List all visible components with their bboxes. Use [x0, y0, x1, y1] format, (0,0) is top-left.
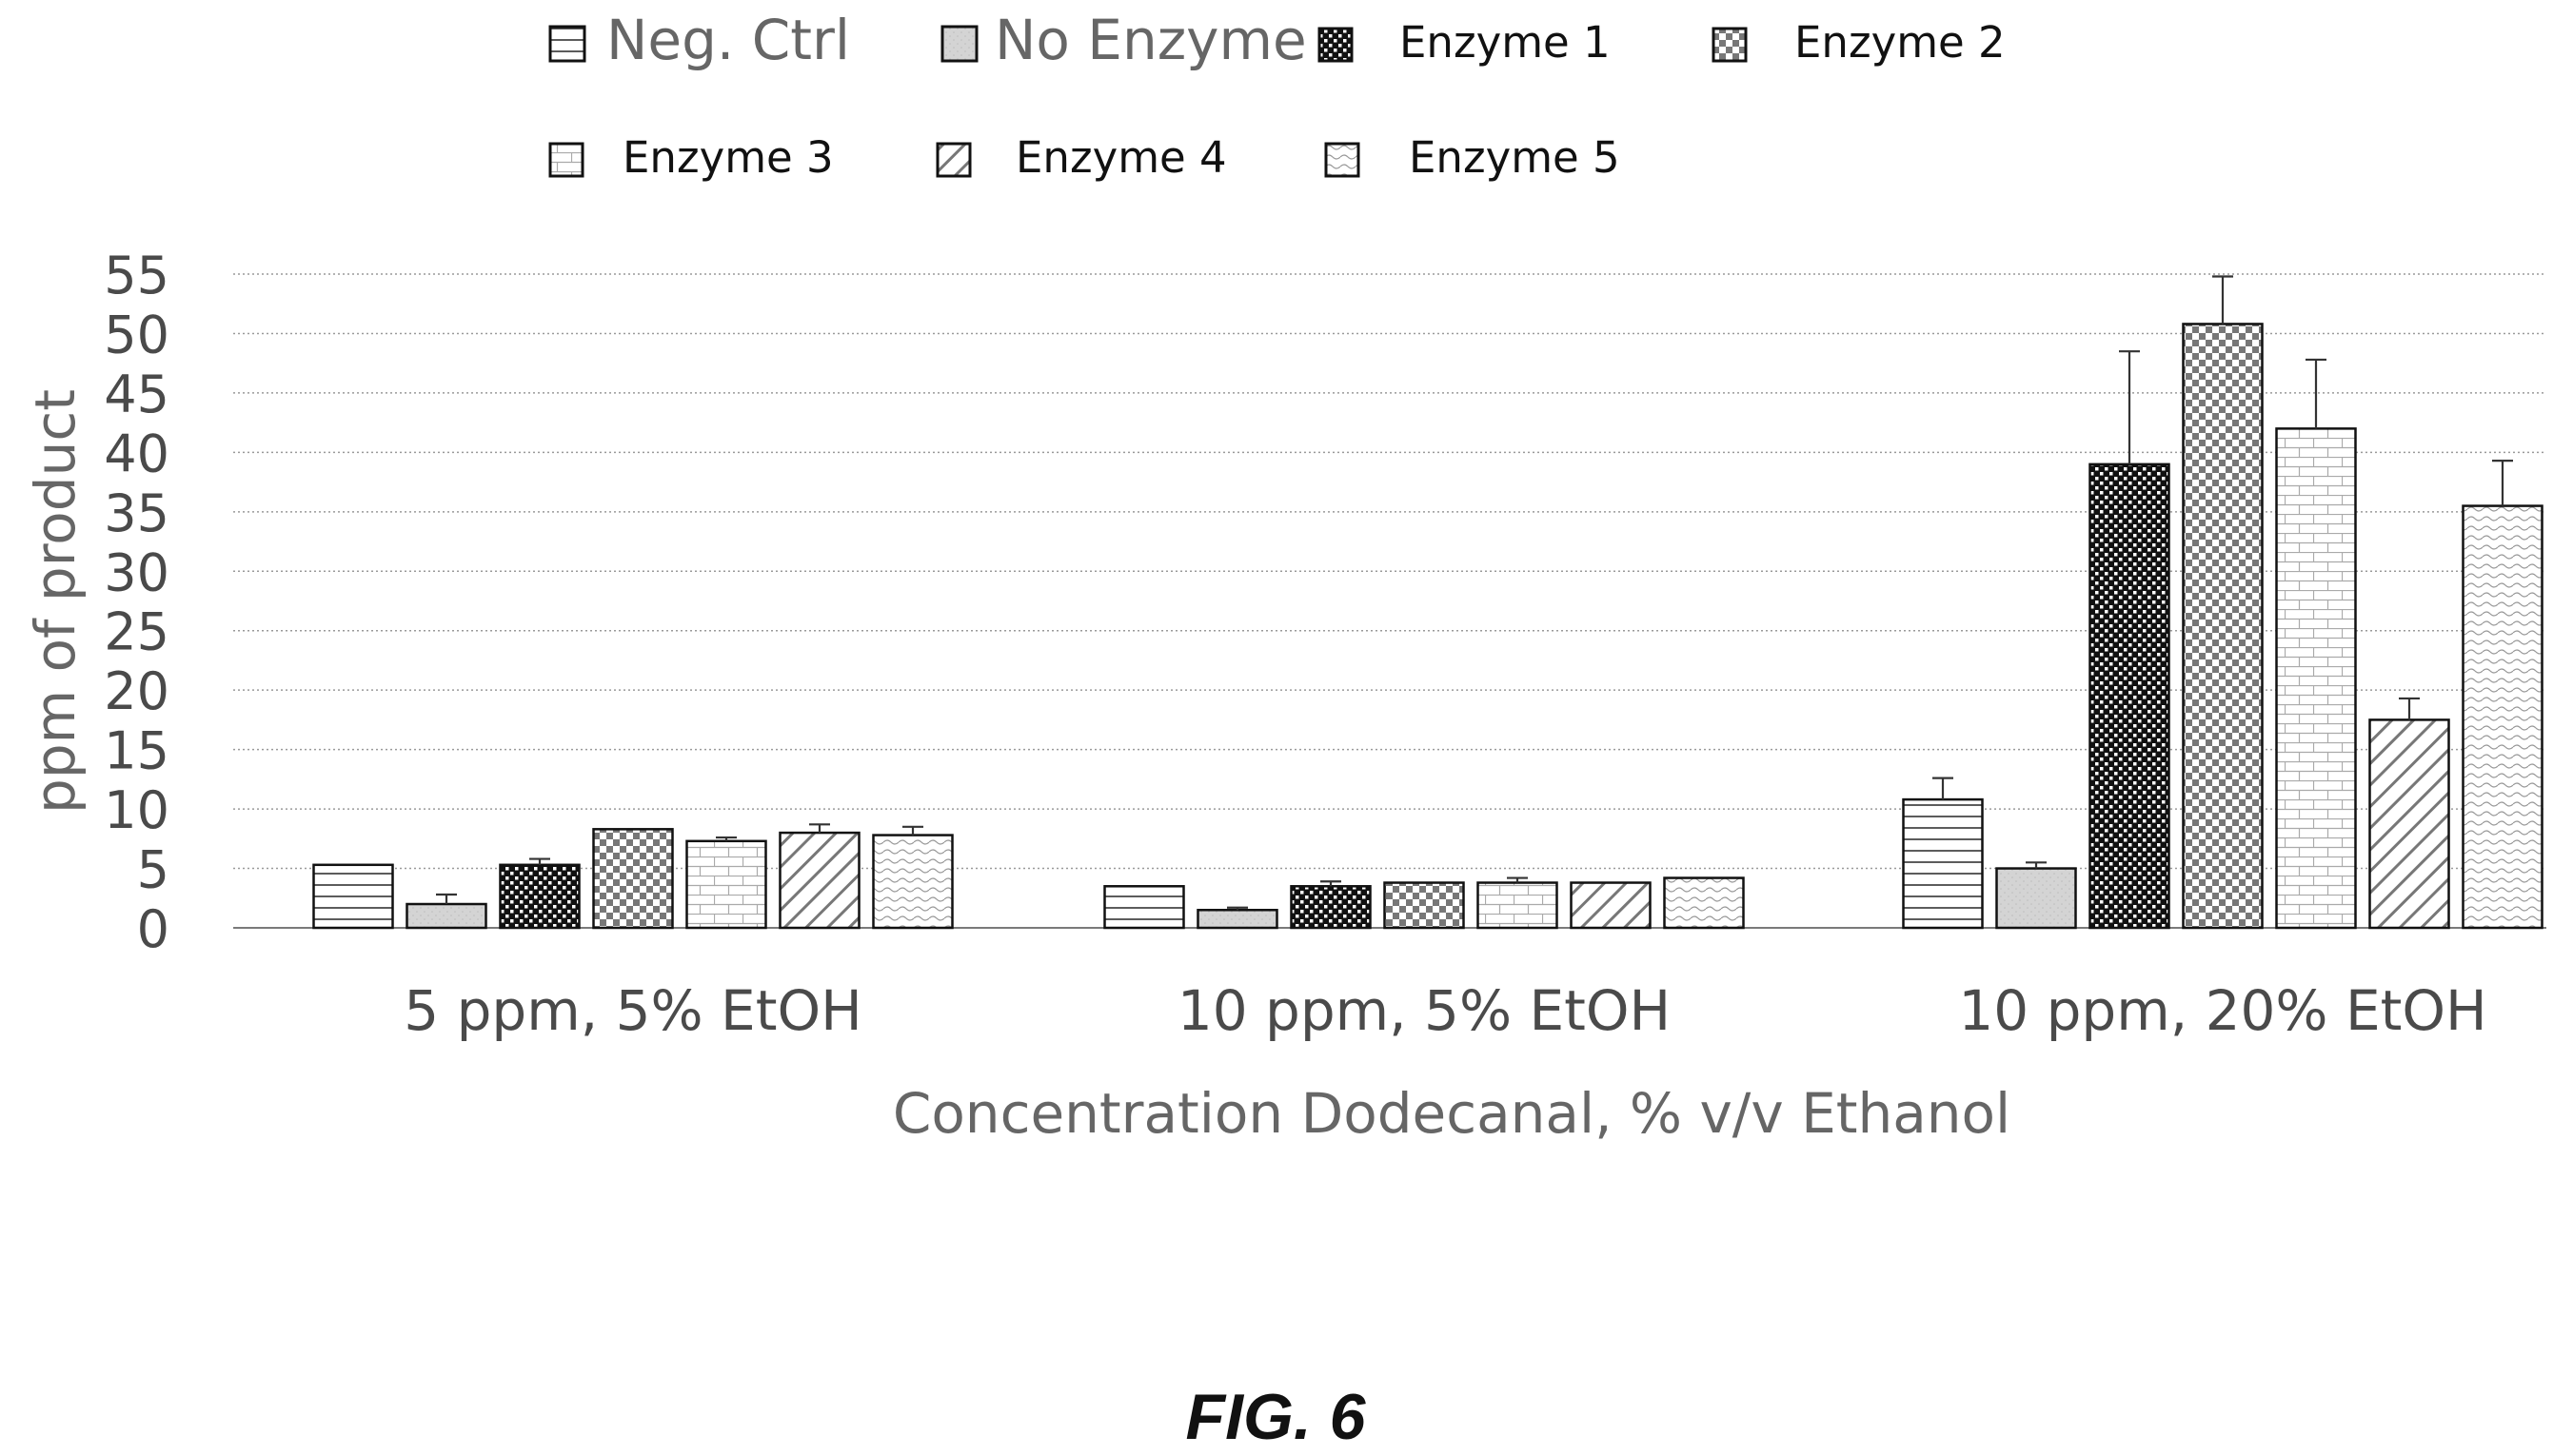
bar-no-enzyme-0 — [406, 902, 487, 930]
error-bar-enzyme-5-0 — [902, 825, 923, 836]
y-tick-label: 15 — [104, 721, 169, 781]
y-tick-label: 10 — [104, 780, 169, 840]
x-category-label: 5 ppm, 5% EtOH — [404, 978, 861, 1043]
legend-item-enzyme-5: Enzyme 5 — [1324, 132, 1620, 183]
error-bar-enzyme-2-2 — [2212, 275, 2233, 325]
error-bar-enzyme-1-2 — [2119, 350, 2140, 464]
error-bar-enzyme-5-2 — [2492, 460, 2513, 506]
error-bar-no-enzyme-2 — [2026, 861, 2047, 869]
legend-swatch-no-enzyme — [940, 25, 979, 63]
error-bar-enzyme-1-0 — [529, 857, 550, 865]
legend-swatch-neg-ctrl — [548, 25, 586, 63]
legend-item-enzyme-3: Enzyme 3 — [548, 132, 834, 183]
legend-label-enzyme-2: Enzyme 2 — [1794, 17, 2006, 68]
bar-enzyme-4-2 — [2368, 718, 2450, 930]
error-bar-enzyme-4-0 — [809, 823, 830, 834]
y-tick-label: 55 — [104, 246, 169, 305]
bar-enzyme-5-2 — [2462, 504, 2543, 930]
bar-enzyme-1-0 — [499, 863, 581, 930]
legend-item-enzyme-2: Enzyme 2 — [1712, 17, 2006, 68]
legend-label-enzyme-4: Enzyme 4 — [1016, 132, 1227, 183]
bar-enzyme-3-0 — [685, 839, 767, 930]
legend-item-no-enzyme: No Enzyme — [940, 8, 1307, 72]
legend: Neg. Ctrl No Enzyme Enzyme 1 Enzyme 2 Enzyme… — [548, 8, 2006, 183]
bar-enzyme-4-0 — [779, 831, 861, 930]
y-tick-label: 0 — [137, 899, 169, 959]
error-bar-enzyme-3-0 — [716, 836, 737, 841]
legend-swatch-enzyme-4 — [936, 142, 972, 178]
y-tick-label: 20 — [104, 661, 169, 721]
legend-item-enzyme-4: Enzyme 4 — [936, 132, 1227, 183]
bar-neg-ctrl-2 — [1902, 797, 1984, 930]
y-tick-label: 50 — [104, 305, 169, 364]
error-bar-enzyme-3-1 — [1507, 876, 1528, 883]
bar-enzyme-5-0 — [872, 834, 954, 930]
error-bar-enzyme-1-1 — [1320, 880, 1341, 887]
bar-enzyme-1-2 — [2088, 462, 2170, 930]
legend-item-neg-ctrl: Neg. Ctrl — [548, 8, 850, 72]
bar-no-enzyme-1 — [1197, 909, 1278, 930]
y-tick-label: 30 — [104, 542, 169, 602]
bar-enzyme-3-2 — [2275, 427, 2357, 930]
x-axis-title: Concentration Dodecanal, % v/v Ethanol — [893, 1081, 2010, 1146]
legend-swatch-enzyme-3 — [548, 142, 584, 178]
bar-enzyme-4-1 — [1570, 881, 1652, 930]
bar-neg-ctrl-1 — [1103, 885, 1185, 930]
error-bars — [436, 275, 2513, 911]
bar-enzyme-2-0 — [592, 828, 674, 930]
figure-caption: FIG. 6 — [1186, 1381, 1367, 1453]
bar-enzyme-2-2 — [2182, 323, 2264, 930]
legend-label-no-enzyme: No Enzyme — [995, 8, 1307, 72]
legend-label-enzyme-5: Enzyme 5 — [1409, 132, 1620, 183]
y-tick-label: 5 — [137, 840, 169, 900]
bar-enzyme-2-1 — [1383, 881, 1465, 930]
error-bar-neg-ctrl-2 — [1932, 777, 1953, 800]
y-axis-title: ppm of product — [23, 389, 88, 814]
legend-swatch-enzyme-2 — [1712, 27, 1748, 63]
legend-swatch-enzyme-5 — [1324, 142, 1360, 178]
bar-no-enzyme-2 — [1995, 867, 2077, 930]
error-bar-no-enzyme-0 — [436, 893, 457, 905]
x-category-label: 10 ppm, 5% EtOH — [1178, 978, 1671, 1043]
error-bar-no-enzyme-1 — [1227, 906, 1248, 911]
x-axis-category-labels: 5 ppm, 5% EtOH 10 ppm, 5% EtOH 10 ppm, 20%… — [404, 978, 2486, 1043]
bar-enzyme-3-1 — [1476, 881, 1558, 930]
bars — [312, 323, 2543, 930]
bar-neg-ctrl-0 — [312, 863, 394, 930]
y-tick-label: 40 — [104, 423, 169, 483]
legend-swatch-enzyme-1 — [1317, 27, 1354, 63]
error-bar-enzyme-3-2 — [2306, 358, 2326, 429]
y-tick-label: 35 — [104, 483, 169, 543]
y-tick-label: 25 — [104, 602, 169, 662]
error-bar-enzyme-4-2 — [2399, 697, 2420, 720]
legend-label-enzyme-1: Enzyme 1 — [1399, 17, 1611, 68]
legend-item-enzyme-1: Enzyme 1 — [1317, 17, 1611, 68]
legend-label-neg-ctrl: Neg. Ctrl — [606, 8, 850, 72]
bar-enzyme-5-1 — [1663, 876, 1745, 930]
y-tick-label: 45 — [104, 364, 169, 424]
x-category-label: 10 ppm, 20% EtOH — [1958, 978, 2486, 1043]
bar-enzyme-1-1 — [1290, 885, 1372, 930]
legend-label-enzyme-3: Enzyme 3 — [623, 132, 834, 183]
